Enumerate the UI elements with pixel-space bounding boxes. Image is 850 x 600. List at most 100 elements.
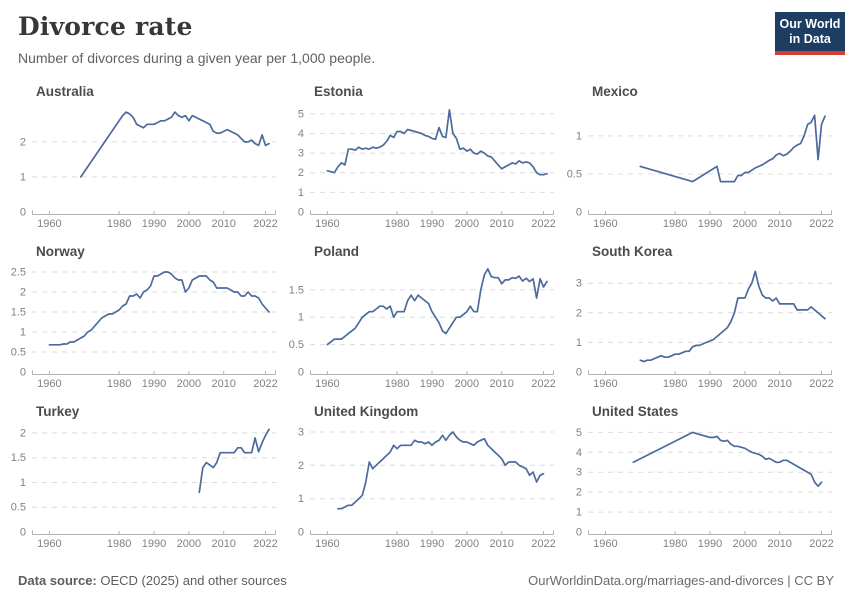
x-tick-label: 2000 [455, 218, 479, 230]
chart-panel-united-kingdom: United Kingdom 0 1 2 3 1960 1980 1990 2000 2010 20… [284, 400, 556, 560]
x-tick-label: 1960 [593, 218, 617, 230]
y-tick-label: 2 [298, 460, 304, 472]
line-chart-turkey: 0 0.5 1 1.5 2 1960 1980 1990 2000 2010 2022 [11, 427, 278, 550]
x-tick-label: 1990 [698, 218, 722, 230]
owid-logo-line2: in Data [789, 31, 831, 46]
y-tick-label: 0 [576, 527, 582, 539]
y-tick-label: 1 [20, 171, 26, 183]
y-tick-label: 3 [576, 467, 582, 479]
x-tick-label: 2022 [531, 538, 555, 550]
x-tick-label: 1980 [107, 538, 131, 550]
chart-title-norway: Norway [36, 244, 85, 259]
y-tick-label: 0.5 [11, 502, 26, 514]
page-subtitle: Number of divorces during a given year p… [18, 50, 376, 66]
x-tick-label: 1990 [420, 218, 444, 230]
chart-panel-turkey: Turkey 0 0.5 1 1.5 2 1960 1980 1990 2000 2010 2022 [6, 400, 278, 560]
y-tick-label: 0 [298, 367, 304, 379]
y-tick-label: 1 [298, 312, 304, 324]
y-tick-label: 1 [576, 507, 582, 519]
x-tick-label: 1980 [385, 538, 409, 550]
x-tick-label: 1990 [142, 538, 166, 550]
x-tick-label: 2010 [767, 538, 791, 550]
x-tick-label: 2000 [177, 378, 201, 390]
x-tick-label: 2022 [809, 218, 833, 230]
x-tick-label: 1990 [698, 538, 722, 550]
owid-logo-line1: Our World [779, 17, 841, 31]
x-tick-label: 2010 [489, 218, 513, 230]
x-tick-label: 2010 [767, 378, 791, 390]
chart-title-australia: Australia [36, 84, 94, 99]
y-tick-label: 1 [298, 187, 304, 199]
x-tick-label: 2010 [211, 538, 235, 550]
data-line-united-kingdom [337, 431, 545, 510]
y-tick-label: 0 [298, 207, 304, 219]
x-tick-label: 1960 [315, 218, 339, 230]
y-tick-label: 1 [576, 130, 582, 142]
chart-title-estonia: Estonia [314, 84, 363, 99]
x-tick-label: 2010 [211, 378, 235, 390]
y-tick-label: 1.5 [11, 452, 26, 464]
y-tick-label: 5 [576, 427, 582, 439]
chart-title-turkey: Turkey [36, 404, 80, 419]
x-tick-label: 2022 [531, 218, 555, 230]
y-tick-label: 0 [20, 367, 26, 379]
data-line-mexico [639, 114, 826, 183]
y-tick-label: 0 [298, 527, 304, 539]
x-tick-label: 1980 [107, 218, 131, 230]
owid-logo[interactable]: Our World in Data [775, 12, 845, 55]
y-tick-label: 2 [20, 427, 26, 439]
line-chart-south-korea: 0 1 2 3 1960 1980 1990 2000 2010 2022 [576, 270, 834, 390]
x-tick-label: 1980 [663, 378, 687, 390]
line-chart-united-kingdom: 0 1 2 3 1960 1980 1990 2000 2010 2022 [298, 427, 556, 551]
x-tick-label: 2000 [455, 378, 479, 390]
y-tick-label: 1 [20, 327, 26, 339]
x-tick-label: 2000 [177, 538, 201, 550]
x-tick-label: 2022 [253, 538, 277, 550]
y-tick-label: 2 [298, 167, 304, 179]
line-chart-poland: 0 0.5 1 1.5 1960 1980 1990 2000 2010 2022 [289, 268, 556, 390]
x-tick-label: 1990 [420, 538, 444, 550]
x-tick-label: 2010 [489, 538, 513, 550]
charts-grid: Australia 0 1 2 1960 1980 1990 2000 2010 2022 Esto… [6, 80, 834, 560]
x-tick-label: 1960 [37, 538, 61, 550]
x-tick-label: 2000 [733, 218, 757, 230]
chart-title-united-states: United States [592, 404, 679, 419]
data-line-estonia [326, 109, 548, 176]
x-tick-label: 1960 [315, 378, 339, 390]
x-tick-label: 2022 [253, 378, 277, 390]
data-source-text: OECD (2025) and other sources [100, 573, 287, 588]
x-tick-label: 2000 [733, 538, 757, 550]
y-tick-label: 5 [298, 108, 304, 120]
x-tick-label: 2022 [253, 218, 277, 230]
y-tick-label: 2.5 [11, 267, 26, 279]
data-line-norway [48, 271, 270, 346]
x-tick-label: 1990 [698, 378, 722, 390]
y-tick-label: 2 [20, 136, 26, 148]
y-tick-label: 4 [298, 128, 304, 140]
chart-panel-poland: Poland 0 0.5 1 1.5 1960 1980 1990 2000 2010 2022 [284, 240, 556, 400]
y-tick-label: 3 [298, 427, 304, 439]
y-tick-label: 4 [576, 447, 582, 459]
x-tick-label: 1960 [593, 538, 617, 550]
y-tick-label: 0 [20, 527, 26, 539]
y-tick-label: 1 [20, 477, 26, 489]
line-chart-mexico: 0 0.5 1 1960 1980 1990 2000 2010 2022 [567, 114, 834, 230]
x-tick-label: 2022 [809, 378, 833, 390]
x-tick-label: 2010 [211, 218, 235, 230]
y-tick-label: 0 [576, 207, 582, 219]
x-tick-label: 1990 [142, 218, 166, 230]
x-tick-label: 2000 [455, 538, 479, 550]
y-tick-label: 0.5 [289, 339, 304, 351]
x-tick-label: 1980 [663, 538, 687, 550]
chart-panel-united-states: United States 0 1 2 3 4 5 1960 1980 1990 2000 2010 2… [562, 400, 834, 560]
x-tick-label: 1980 [663, 218, 687, 230]
chart-title-mexico: Mexico [592, 84, 638, 99]
data-line-united-states [632, 431, 823, 488]
chart-panel-norway: Norway 0 0.5 1 1.5 2 2.5 1960 1980 1990 2000 2010 20… [6, 240, 278, 400]
line-chart-estonia: 0 1 2 3 4 5 1960 1980 1990 2000 2010 2022 [298, 108, 556, 230]
chart-panel-australia: Australia 0 1 2 1960 1980 1990 2000 2010 2022 [6, 80, 278, 240]
footer: Data source: OECD (2025) and other sourc… [18, 573, 834, 588]
x-tick-label: 1960 [37, 378, 61, 390]
line-chart-australia: 0 1 2 1960 1980 1990 2000 2010 2022 [20, 111, 278, 230]
y-tick-label: 2 [576, 487, 582, 499]
